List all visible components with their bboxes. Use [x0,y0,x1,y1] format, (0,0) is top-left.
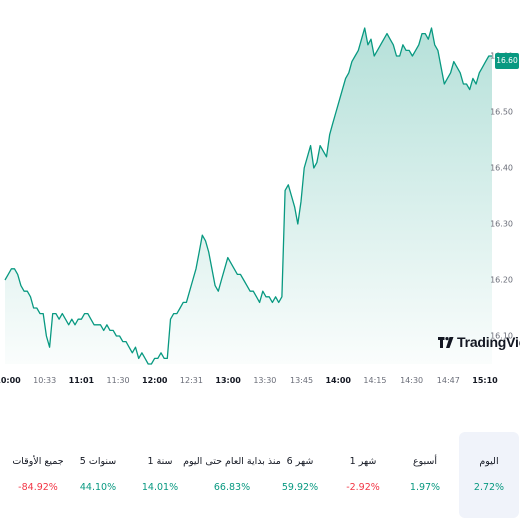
period-label: منذ بداية العام حتى اليوم [183,456,281,467]
x-tick-label: 14:30 [400,376,424,385]
tradingview-logo-icon [438,336,454,348]
period-label: جميع الأوقات [12,456,64,467]
period-label: اليوم [479,456,499,467]
chart-canvas[interactable] [0,0,520,400]
performance-periods: اليوم 2.72% أسبوع 1.97% 1 شهر -2.92% 6 شهر 59.9… [0,432,520,518]
x-tick-label: 12:00 [142,376,168,385]
x-tick-label: 10:00 [0,376,21,385]
period-label: 1 سنة [147,456,173,467]
period-tab[interactable]: 6 شهر 59.92% [270,432,330,518]
price-area-fill [5,28,492,364]
period-label: 5 سنوات [79,456,117,467]
x-tick-label: 13:30 [253,376,277,385]
x-tick-label: 14:47 [436,376,460,385]
x-tick-label: 11:01 [68,376,95,385]
period-tab[interactable]: اليوم 2.72% [459,432,519,518]
period-label: 6 شهر [286,456,314,467]
y-tick-label: 16.40 [490,163,513,173]
period-change-value: 1.97% [409,482,441,493]
x-tick-label: 12:31 [179,376,203,385]
tradingview-logo-text: TradingView [457,334,520,350]
price-line [4,27,492,365]
x-tick-label: 14:00 [325,376,351,385]
price-chart[interactable]: 16.60 16.50 16.40 16.30 16.20 16.10 10:00 10:3… [0,0,520,400]
period-change-value: 2.72% [473,482,505,493]
y-tick-label: 16.10 [490,331,513,341]
period-tab[interactable]: 1 سنة 14.01% [130,432,190,518]
period-label: أسبوع [412,456,438,467]
period-tab[interactable]: جميع الأوقات -84.92% [8,432,68,518]
y-tick-label: 16.20 [490,275,513,285]
period-change-value: 44.10% [79,482,117,493]
period-tab[interactable]: أسبوع 1.97% [395,432,455,518]
x-tick-label: 11:30 [106,376,130,385]
period-tab[interactable]: منذ بداية العام حتى اليوم 66.83% [183,432,281,518]
tradingview-logo[interactable]: TradingView [438,331,520,353]
period-change-value: -2.92% [346,482,380,493]
period-label: 1 شهر [349,456,377,467]
period-tab[interactable]: 5 سنوات 44.10% [68,432,128,518]
x-tick-label: 13:45 [290,376,314,385]
last-price-badge: 16.60 [495,53,519,69]
period-change-value: 14.01% [141,482,179,493]
x-tick-label: 14:15 [363,376,387,385]
x-tick-label: 15:10 [472,376,498,385]
x-tick-label: 10:33 [33,376,57,385]
period-change-value: -84.92% [18,482,58,493]
period-change-value: 66.83% [213,482,251,493]
y-tick-label: 16.30 [490,219,513,229]
period-tab[interactable]: 1 شهر -2.92% [333,432,393,518]
period-change-value: 59.92% [281,482,319,493]
y-tick-label: 16.50 [490,107,513,117]
x-tick-label: 13:00 [215,376,241,385]
